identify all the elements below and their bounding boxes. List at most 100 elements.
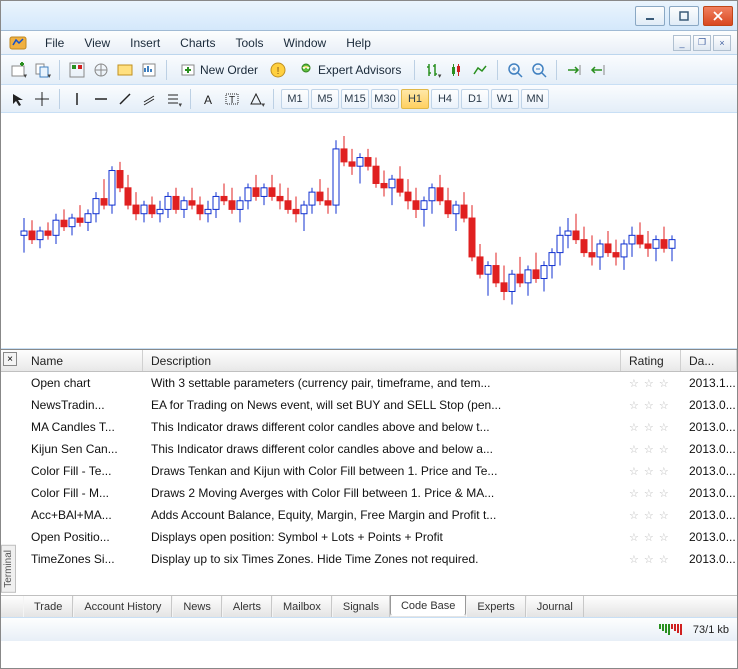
- new-order-button[interactable]: New Order: [173, 59, 265, 81]
- text-icon[interactable]: A: [197, 88, 219, 110]
- row-rating[interactable]: ☆ ☆ ☆: [621, 438, 681, 460]
- row-name: Acc+BAl+MA...: [23, 504, 143, 526]
- shapes-icon[interactable]: [245, 88, 267, 110]
- row-date: 2013.0...: [681, 504, 737, 526]
- timeframe-m30[interactable]: M30: [371, 89, 399, 109]
- tab-account-history[interactable]: Account History: [73, 596, 172, 617]
- profiles-icon[interactable]: [31, 59, 53, 81]
- terminal-close-button[interactable]: ×: [3, 352, 17, 366]
- row-description: Draws 2 Moving Averges with Color Fill b…: [143, 482, 621, 504]
- timeframe-w1[interactable]: W1: [491, 89, 519, 109]
- zoom-out-icon[interactable]: [528, 59, 550, 81]
- metaeditor-icon[interactable]: !: [267, 59, 289, 81]
- table-row[interactable]: Open Positio... Displays open position: …: [1, 526, 737, 548]
- chart-shift-icon[interactable]: [587, 59, 609, 81]
- menu-window[interactable]: Window: [274, 33, 337, 53]
- window-close-button[interactable]: [703, 6, 733, 26]
- timeframe-m15[interactable]: M15: [341, 89, 369, 109]
- auto-scroll-icon[interactable]: [563, 59, 585, 81]
- timeframe-m1[interactable]: M1: [281, 89, 309, 109]
- terminal-icon[interactable]: [114, 59, 136, 81]
- line-chart-icon[interactable]: [469, 59, 491, 81]
- new-order-label: New Order: [200, 63, 258, 77]
- row-date: 2013.0...: [681, 394, 737, 416]
- horizontal-line-icon[interactable]: [90, 88, 112, 110]
- expert-advisors-button[interactable]: Expert Advisors: [291, 59, 408, 81]
- tab-alerts[interactable]: Alerts: [222, 596, 272, 617]
- menu-tools[interactable]: Tools: [226, 33, 274, 53]
- window-minimize-button[interactable]: [635, 6, 665, 26]
- terminal-body: Open chart With 3 settable parameters (c…: [1, 372, 737, 595]
- column-header-description[interactable]: Description: [143, 350, 621, 371]
- tester-icon[interactable]: [138, 59, 160, 81]
- text-label-icon[interactable]: T: [221, 88, 243, 110]
- row-name: Kijun Sen Can...: [23, 438, 143, 460]
- mdi-restore-button[interactable]: ❐: [693, 35, 711, 51]
- row-date: 2013.1...: [681, 372, 737, 394]
- tab-news[interactable]: News: [172, 596, 222, 617]
- menu-help[interactable]: Help: [336, 33, 381, 53]
- chart-area[interactable]: [1, 113, 737, 349]
- tab-mailbox[interactable]: Mailbox: [272, 596, 332, 617]
- tab-trade[interactable]: Trade: [23, 596, 73, 617]
- tab-code-base[interactable]: Code Base: [390, 595, 466, 616]
- tab-journal[interactable]: Journal: [526, 596, 584, 617]
- menu-charts[interactable]: Charts: [170, 33, 225, 53]
- tab-experts[interactable]: Experts: [466, 596, 525, 617]
- table-row[interactable]: Kijun Sen Can... This Indicator draws di…: [1, 438, 737, 460]
- row-rating[interactable]: ☆ ☆ ☆: [621, 394, 681, 416]
- timeframe-d1[interactable]: D1: [461, 89, 489, 109]
- statusbar: 73/1 kb: [1, 617, 737, 641]
- mdi-close-button[interactable]: ×: [713, 35, 731, 51]
- navigator-icon[interactable]: [90, 59, 112, 81]
- timeframe-h4[interactable]: H4: [431, 89, 459, 109]
- channel-icon[interactable]: [138, 88, 160, 110]
- row-name: Open chart: [23, 372, 143, 394]
- row-description: EA for Trading on News event, will set B…: [143, 394, 621, 416]
- row-name: Color Fill - M...: [23, 482, 143, 504]
- candlestick-chart-icon[interactable]: [445, 59, 467, 81]
- column-header-date[interactable]: Da...: [681, 350, 737, 371]
- column-header-rating[interactable]: Rating: [621, 350, 681, 371]
- timeframe-mn[interactable]: MN: [521, 89, 549, 109]
- row-date: 2013.0...: [681, 460, 737, 482]
- tab-signals[interactable]: Signals: [332, 596, 390, 617]
- zoom-in-icon[interactable]: [504, 59, 526, 81]
- table-row[interactable]: Color Fill - Te... Draws Tenkan and Kiju…: [1, 460, 737, 482]
- svg-text:A: A: [204, 93, 212, 106]
- row-rating[interactable]: ☆ ☆ ☆: [621, 526, 681, 548]
- row-rating[interactable]: ☆ ☆ ☆: [621, 504, 681, 526]
- vertical-line-icon[interactable]: [66, 88, 88, 110]
- drawing-toolbar: A T M1M5M15M30H1H4D1W1MN: [1, 85, 737, 113]
- trendline-icon[interactable]: [114, 88, 136, 110]
- crosshair-icon[interactable]: [31, 88, 53, 110]
- table-row[interactable]: Color Fill - M... Draws 2 Moving Averges…: [1, 482, 737, 504]
- timeframe-m5[interactable]: M5: [311, 89, 339, 109]
- table-row[interactable]: Open chart With 3 settable parameters (c…: [1, 372, 737, 394]
- bar-chart-icon[interactable]: [421, 59, 443, 81]
- window-titlebar: [1, 1, 737, 31]
- svg-text:!: !: [277, 66, 280, 77]
- row-rating[interactable]: ☆ ☆ ☆: [621, 548, 681, 570]
- cursor-icon[interactable]: [7, 88, 29, 110]
- table-row[interactable]: MA Candles T... This Indicator draws dif…: [1, 416, 737, 438]
- statusbar-text: 73/1 kb: [693, 624, 729, 636]
- row-rating[interactable]: ☆ ☆ ☆: [621, 482, 681, 504]
- row-rating[interactable]: ☆ ☆ ☆: [621, 372, 681, 394]
- table-row[interactable]: TimeZones Si... Display up to six Times …: [1, 548, 737, 570]
- table-row[interactable]: NewsTradin... EA for Trading on News eve…: [1, 394, 737, 416]
- mdi-minimize-button[interactable]: _: [673, 35, 691, 51]
- menu-insert[interactable]: Insert: [120, 33, 170, 53]
- timeframe-h1[interactable]: H1: [401, 89, 429, 109]
- column-header-name[interactable]: Name: [23, 350, 143, 371]
- market-watch-icon[interactable]: [66, 59, 88, 81]
- row-rating[interactable]: ☆ ☆ ☆: [621, 416, 681, 438]
- new-chart-icon[interactable]: [7, 59, 29, 81]
- fibonacci-icon[interactable]: [162, 88, 184, 110]
- menu-file[interactable]: File: [35, 33, 74, 53]
- menu-view[interactable]: View: [74, 33, 120, 53]
- window-maximize-button[interactable]: [669, 6, 699, 26]
- row-rating[interactable]: ☆ ☆ ☆: [621, 460, 681, 482]
- row-date: 2013.0...: [681, 482, 737, 504]
- table-row[interactable]: Acc+BAl+MA... Adds Account Balance, Equi…: [1, 504, 737, 526]
